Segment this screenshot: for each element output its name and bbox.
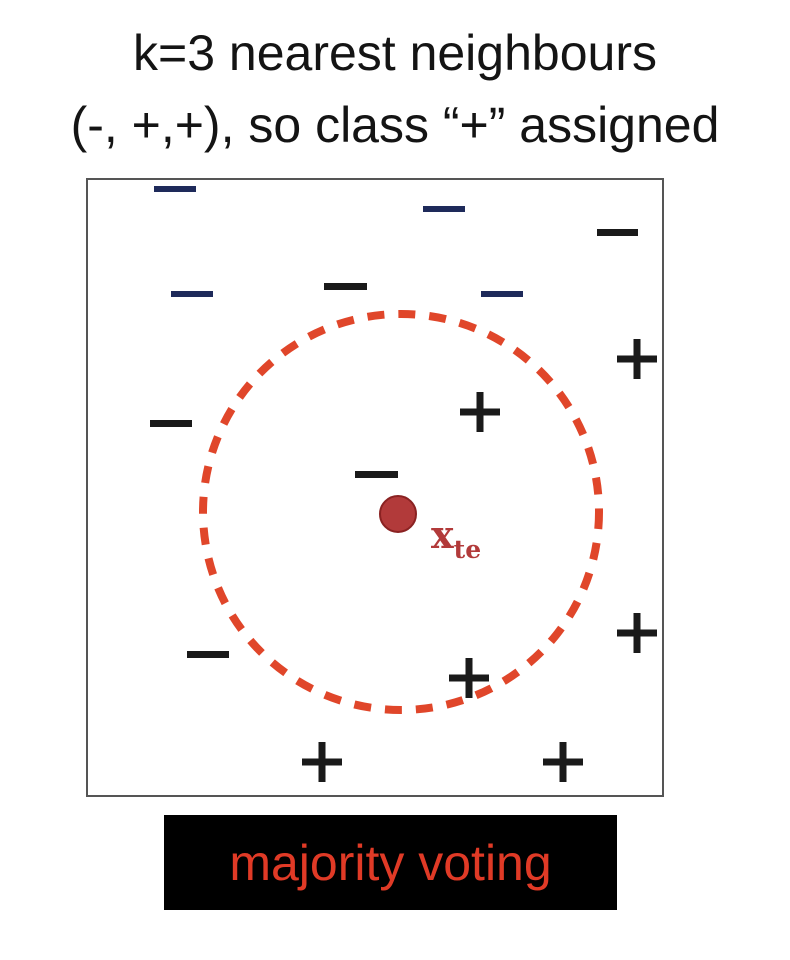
minus-sample [423, 206, 465, 212]
plus-sample [449, 658, 489, 698]
caption-text: majority voting [229, 834, 552, 891]
plus-sample [617, 339, 657, 379]
title-line-1: k=3 nearest neighbours [133, 25, 657, 81]
test-point [379, 495, 417, 533]
title-line-2: (-, +,+), so class “+” assigned [70, 97, 720, 153]
minus-sample [324, 283, 367, 290]
minus-sample [597, 229, 638, 236]
test-point-label: xte [431, 512, 481, 564]
plus-sample [460, 392, 500, 432]
minus-sample [481, 291, 523, 297]
neighbourhood-circle [199, 310, 603, 714]
minus-sample [187, 651, 229, 658]
minus-sample [355, 471, 398, 478]
plot-frame [86, 178, 664, 797]
plus-sample [302, 742, 342, 782]
plus-sample [617, 613, 657, 653]
minus-sample [154, 186, 196, 192]
plus-sample [543, 742, 583, 782]
caption-box: majority voting [164, 815, 617, 910]
minus-sample [150, 420, 192, 427]
minus-sample [171, 291, 213, 297]
